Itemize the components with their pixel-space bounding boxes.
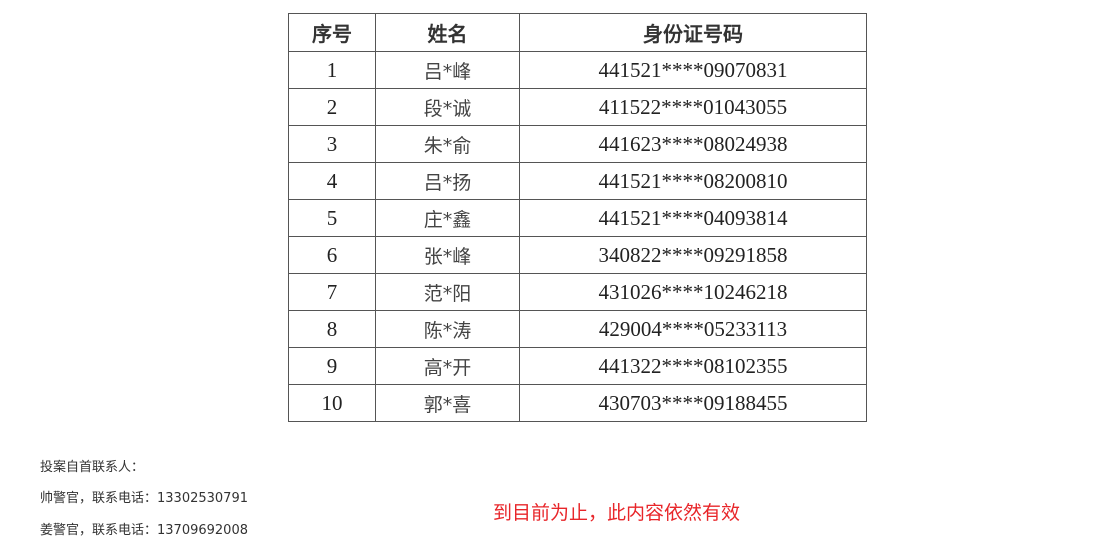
cell-name: 吕*扬 bbox=[375, 162, 520, 200]
cell-number: 9 bbox=[288, 347, 376, 385]
cell-name: 张*峰 bbox=[375, 236, 520, 274]
cell-name: 陈*涛 bbox=[375, 310, 520, 348]
table-row: 8 陈*涛 429004****05233113 bbox=[288, 310, 867, 348]
contact-line: 帅警官，联系电话：13302530791 bbox=[40, 491, 248, 506]
table-row: 10 郭*喜 430703****09188455 bbox=[288, 384, 867, 422]
cell-number: 2 bbox=[288, 88, 376, 126]
cell-name: 朱*俞 bbox=[375, 125, 520, 163]
cell-name: 范*阳 bbox=[375, 273, 520, 311]
suspect-table: 序号 姓名 身份证号码 1 吕*峰 441521****09070831 2 段*诚 41… bbox=[288, 13, 867, 422]
table-row: 1 吕*峰 441521****09070831 bbox=[288, 51, 867, 89]
cell-number: 7 bbox=[288, 273, 376, 311]
cell-id-number: 431026****10246218 bbox=[519, 273, 867, 311]
cell-number: 5 bbox=[288, 199, 376, 237]
cell-id-number: 340822****09291858 bbox=[519, 236, 867, 274]
cell-number: 1 bbox=[288, 51, 376, 89]
table-row: 7 范*阳 431026****10246218 bbox=[288, 273, 867, 311]
table-row: 5 庄*鑫 441521****04093814 bbox=[288, 199, 867, 237]
table-row: 3 朱*俞 441623****08024938 bbox=[288, 125, 867, 163]
contact-line: 姜警官，联系电话：13709692008 bbox=[40, 523, 248, 538]
cell-number: 10 bbox=[288, 384, 376, 422]
cell-number: 6 bbox=[288, 236, 376, 274]
cell-id-number: 441521****08200810 bbox=[519, 162, 867, 200]
contact-heading: 投案自首联系人： bbox=[40, 460, 145, 475]
header-id-number: 身份证号码 bbox=[519, 13, 867, 52]
cell-id-number: 441623****08024938 bbox=[519, 125, 867, 163]
cell-id-number: 441322****08102355 bbox=[519, 347, 867, 385]
cell-number: 4 bbox=[288, 162, 376, 200]
table-row: 4 吕*扬 441521****08200810 bbox=[288, 162, 867, 200]
cell-name: 高*开 bbox=[375, 347, 520, 385]
cell-name: 郭*喜 bbox=[375, 384, 520, 422]
header-number: 序号 bbox=[288, 13, 376, 52]
header-name: 姓名 bbox=[375, 13, 520, 52]
cell-id-number: 429004****05233113 bbox=[519, 310, 867, 348]
cell-id-number: 411522****01043055 bbox=[519, 88, 867, 126]
cell-name: 段*诚 bbox=[375, 88, 520, 126]
cell-number: 3 bbox=[288, 125, 376, 163]
table-header-row: 序号 姓名 身份证号码 bbox=[288, 13, 867, 52]
cell-name: 吕*峰 bbox=[375, 51, 520, 89]
cell-number: 8 bbox=[288, 310, 376, 348]
validity-notice: 到目前为止，此内容依然有效 bbox=[493, 502, 741, 524]
table-row: 2 段*诚 411522****01043055 bbox=[288, 88, 867, 126]
cell-id-number: 441521****04093814 bbox=[519, 199, 867, 237]
table-row: 6 张*峰 340822****09291858 bbox=[288, 236, 867, 274]
cell-name: 庄*鑫 bbox=[375, 199, 520, 237]
cell-id-number: 430703****09188455 bbox=[519, 384, 867, 422]
cell-id-number: 441521****09070831 bbox=[519, 51, 867, 89]
table-row: 9 高*开 441322****08102355 bbox=[288, 347, 867, 385]
